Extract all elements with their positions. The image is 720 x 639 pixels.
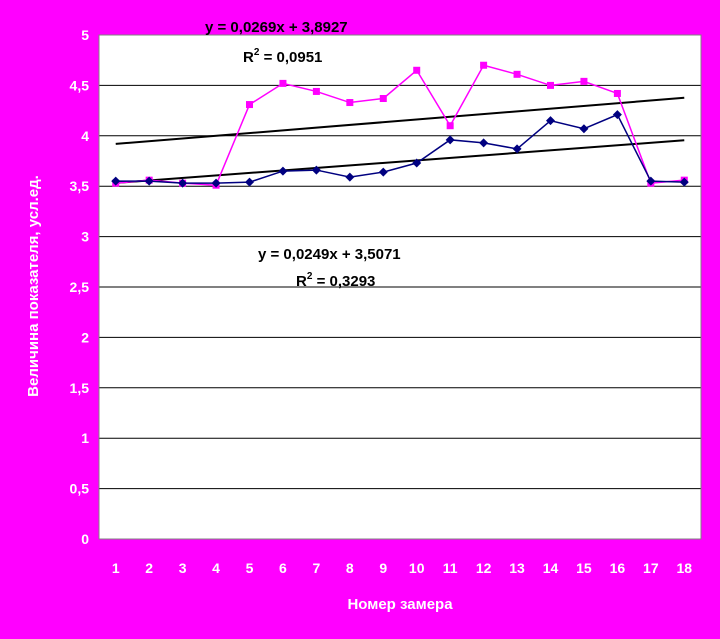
- data-point: [679, 177, 689, 187]
- data-point: [312, 87, 320, 95]
- data-point: [345, 172, 355, 182]
- x-axis-label: Номер замера: [347, 596, 453, 613]
- data-point: [311, 165, 321, 175]
- x-tick-label: 16: [610, 560, 626, 576]
- data-point: [546, 116, 555, 126]
- trend-equation-1: y = 0,0269x + 3,8927: [205, 19, 348, 36]
- y-tick-label: 4: [81, 128, 89, 144]
- series-line-1: [115, 64, 685, 186]
- data-point: [378, 167, 388, 177]
- x-tick-label: 14: [543, 560, 559, 576]
- series-group: [111, 61, 689, 189]
- data-point: [580, 77, 588, 85]
- data-point: [178, 178, 188, 188]
- trend-r2-1: R2 = 0,0951: [243, 47, 322, 66]
- x-tick-label: 8: [346, 560, 354, 576]
- y-tick-label: 0: [81, 531, 89, 547]
- y-tick-label: 5: [81, 27, 89, 43]
- data-point: [612, 110, 622, 120]
- r2-exp: 2: [254, 47, 260, 58]
- x-tick-label: 6: [279, 560, 287, 576]
- x-tick-label: 9: [379, 560, 387, 576]
- trend-equation-2: y = 0,0249x + 3,5071: [258, 246, 401, 263]
- y-tick-label: 3,5: [70, 178, 90, 194]
- data-point: [479, 138, 489, 148]
- trendline-1: [115, 96, 685, 145]
- y-tick-label: 1: [81, 430, 89, 446]
- data-point: [413, 66, 421, 74]
- r2-value: = 0,0951: [259, 49, 322, 66]
- series-line-2: [115, 113, 685, 184]
- data-point: [613, 89, 621, 97]
- data-point: [513, 70, 521, 78]
- data-point: [480, 61, 488, 69]
- r2-value: = 0,3293: [312, 273, 375, 290]
- trend-r2-2: R2 = 0,3293: [296, 271, 375, 290]
- data-point: [547, 81, 554, 89]
- y-tick-label: 2: [81, 329, 89, 345]
- x-tick-label: 15: [576, 560, 592, 576]
- x-tick-label: 3: [179, 560, 187, 576]
- y-tick-label: 4,5: [70, 77, 90, 93]
- data-point: [245, 177, 254, 187]
- y-tick-label: 0,5: [70, 481, 90, 497]
- data-point: [446, 122, 454, 130]
- data-point: [646, 176, 656, 186]
- y-tick-label: 2,5: [70, 279, 90, 295]
- gridlines: [99, 84, 701, 490]
- data-point: [379, 95, 387, 103]
- data-point: [579, 124, 589, 134]
- x-tick-label: 7: [312, 560, 320, 576]
- data-point: [279, 79, 287, 87]
- plot-border: [98, 34, 702, 540]
- x-tick-label: 2: [145, 560, 153, 576]
- data-point: [445, 135, 455, 145]
- data-point: [111, 176, 121, 186]
- x-tick-label: 4: [212, 560, 220, 576]
- data-point: [211, 178, 221, 188]
- r2-label: R: [243, 49, 254, 66]
- data-point: [246, 101, 253, 109]
- x-tick-label: 17: [643, 560, 659, 576]
- y-tick-label: 1,5: [70, 380, 90, 396]
- r2-label: R: [296, 273, 307, 290]
- y-axis-label: Величина показателя, усл.ед.: [25, 175, 42, 397]
- r2-exp: 2: [307, 271, 313, 282]
- data-point: [278, 166, 288, 176]
- x-tick-label: 5: [246, 560, 254, 576]
- x-tick-label: 13: [509, 560, 525, 576]
- data-point: [412, 158, 422, 168]
- trendline-2: [115, 139, 685, 184]
- trendlines: [115, 96, 685, 184]
- y-axis-ticks: 0 0,5 1 1,5 2 2,5 3 3,5 4 4,5 5: [70, 27, 90, 547]
- data-point: [512, 144, 522, 154]
- y-tick-label: 3: [81, 229, 89, 245]
- x-tick-label: 1: [112, 560, 120, 576]
- x-axis-ticks: 1 2 3 4 5 6 7 8 9 10 11 12 13 14 15 16 17 18: [112, 560, 692, 576]
- x-tick-label: 11: [443, 560, 458, 576]
- data-point: [346, 99, 354, 107]
- data-point: [144, 176, 154, 186]
- x-tick-label: 10: [409, 560, 425, 576]
- x-tick-label: 12: [476, 560, 492, 576]
- x-tick-label: 18: [676, 560, 692, 576]
